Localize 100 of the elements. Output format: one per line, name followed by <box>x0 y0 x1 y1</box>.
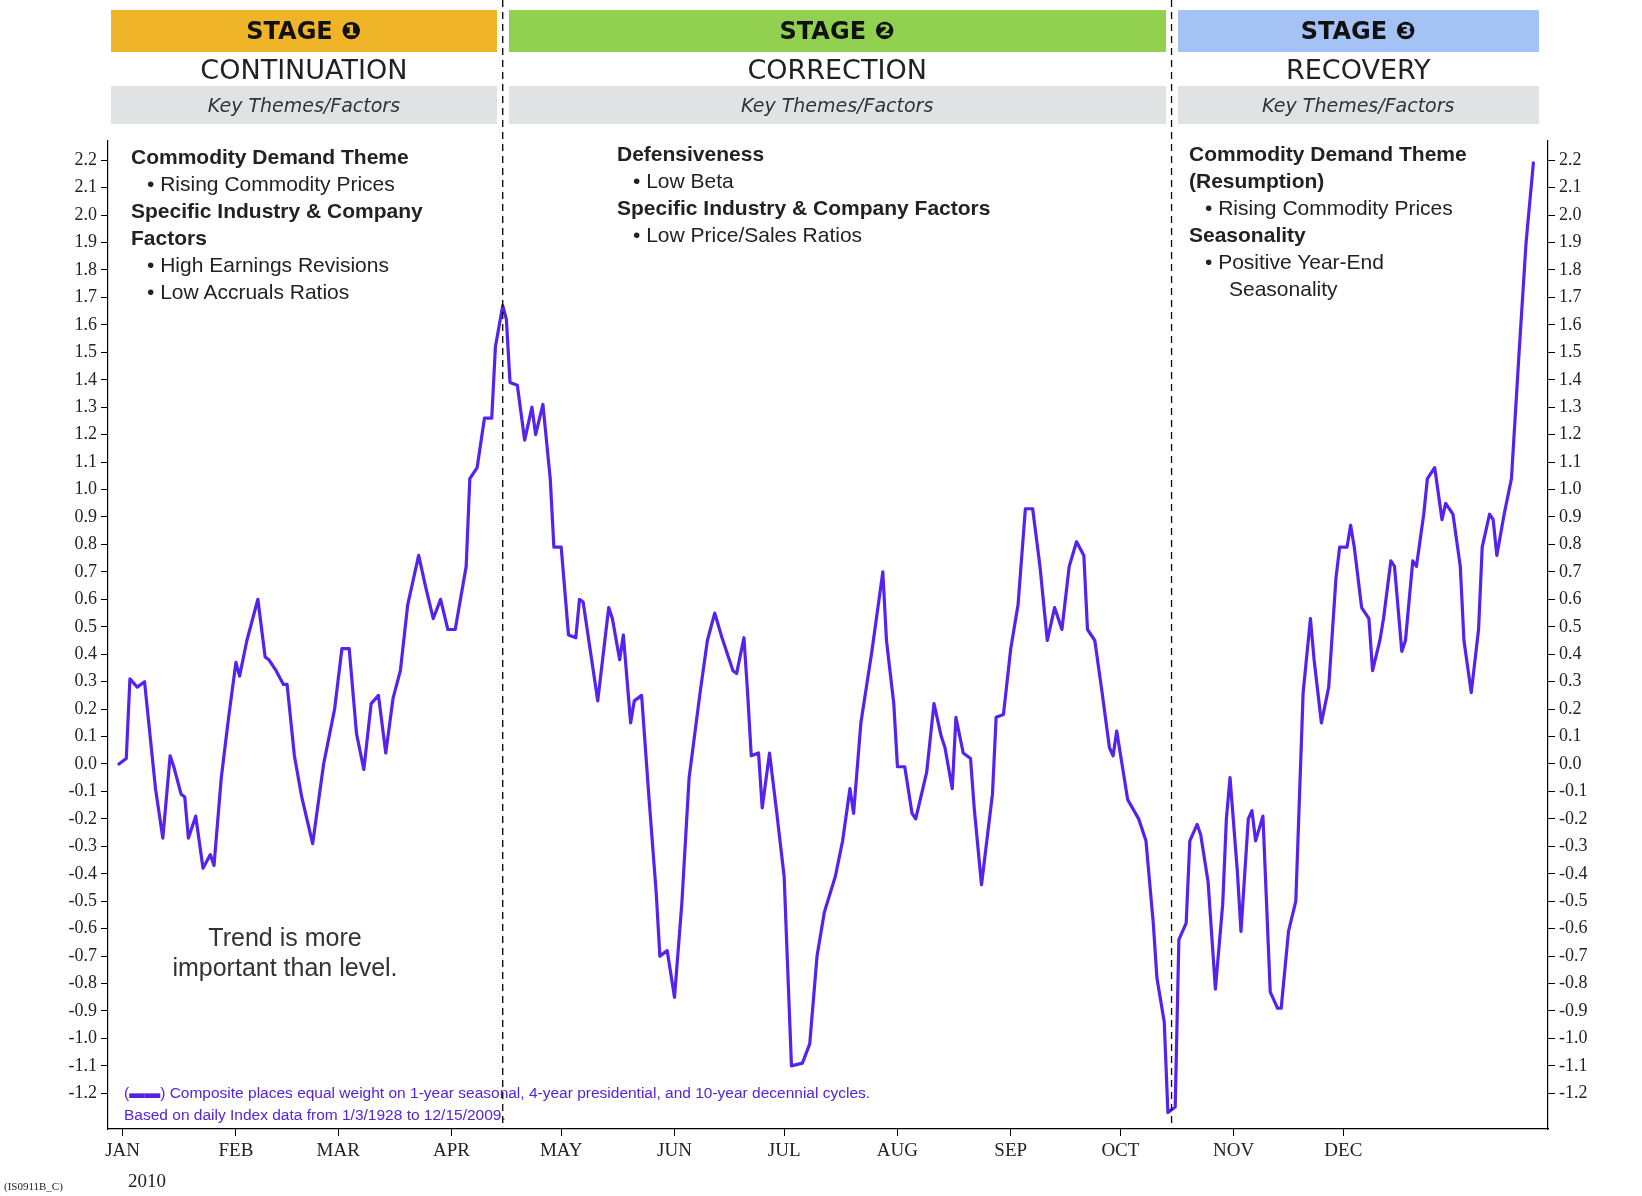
text: CONTINUATION <box>199 53 409 87</box>
annotation: • Rising Commodity Prices <box>146 171 396 197</box>
y-tick-label: 0.1 <box>74 725 97 746</box>
x-tick-label: DEC <box>1324 1139 1363 1161</box>
y2-tick-label: 0.9 <box>1559 505 1582 526</box>
text: STAGE ❶ <box>111 10 497 52</box>
text: Key Themes/Factors <box>111 86 497 124</box>
y2-tick-label: -0.6 <box>1559 917 1588 938</box>
annotation: Seasonality <box>1189 222 1307 248</box>
y-tick-label: 1.5 <box>74 341 97 362</box>
y2-tick-label: 0.1 <box>1559 725 1582 746</box>
y-tick-label: -0.8 <box>68 972 97 993</box>
text: (IS0911B_C) <box>4 1180 63 1192</box>
y2-tick-label: 0.5 <box>1559 615 1582 636</box>
y2-tick-label: 0.8 <box>1559 533 1582 554</box>
y-tick-label: -0.6 <box>68 917 97 938</box>
y-tick-label: -0.7 <box>68 944 97 965</box>
y2-tick-label: -1.2 <box>1559 1082 1588 1103</box>
y2-tick-label: -0.2 <box>1559 807 1588 828</box>
y2-tick-label: -0.4 <box>1559 862 1588 883</box>
y2-tick-label: -1.0 <box>1559 1027 1588 1048</box>
x-tick-label: JUN <box>657 1139 693 1161</box>
y2-tick-label: 1.8 <box>1559 258 1582 279</box>
x-tick-label: MAR <box>316 1139 361 1161</box>
y2-tick-label: 1.4 <box>1559 368 1582 389</box>
text: Key Themes/Factors <box>508 86 1166 124</box>
y2-tick-label: 1.3 <box>1559 395 1582 416</box>
y2-tick-label: 0.4 <box>1559 642 1582 663</box>
y-tick-label: 0.8 <box>74 533 97 554</box>
y-tick-label: 0.2 <box>74 697 97 718</box>
y-tick-label: 2.1 <box>74 176 97 197</box>
annotation: Commodity Demand Theme <box>131 144 410 170</box>
annotation: (▬▬) Composite places equal weight on 1-year seasonal, 4-year presidential, and 10-year decennial cycles. Based on daily Index data from 1/3/1928 to 12/15/2009. <box>124 1083 872 1125</box>
y2-tick-label: 1.1 <box>1559 450 1582 471</box>
y2-tick-label: 0.3 <box>1559 670 1582 691</box>
y-tick-label: -1.0 <box>68 1027 97 1048</box>
annotation: • Rising Commodity Prices <box>1204 195 1454 221</box>
y2-tick-label: 0.0 <box>1559 752 1582 773</box>
y-tick-label: -1.1 <box>68 1054 97 1075</box>
x-tick-label: JAN <box>105 1139 141 1161</box>
y-tick-label: 0.3 <box>74 670 97 691</box>
y2-tick-label: 1.9 <box>1559 231 1582 252</box>
x-tick-label: JUL <box>767 1139 801 1161</box>
y2-tick-label: -0.3 <box>1559 835 1588 856</box>
annotation: Commodity Demand Theme (Resumption) <box>1189 141 1468 194</box>
y-tick-label: -0.9 <box>68 999 97 1020</box>
y-tick-label: -1.2 <box>68 1082 97 1103</box>
y2-tick-label: 2.2 <box>1559 148 1582 169</box>
text: RECOVERY <box>1285 53 1432 87</box>
y-tick-label: -0.3 <box>68 835 97 856</box>
y-tick-label: 1.4 <box>74 368 97 389</box>
y-tick-label: 0.0 <box>74 752 97 773</box>
y2-tick-label: 1.5 <box>1559 341 1582 362</box>
annotation: Specific Industry & Company Factors <box>131 198 424 251</box>
annotation: • Low Accruals Ratios <box>146 279 351 305</box>
y2-tick-label: -0.7 <box>1559 944 1588 965</box>
y2-tick-label: -0.1 <box>1559 780 1588 801</box>
y-tick-label: 1.6 <box>74 313 97 334</box>
x-tick-label: FEB <box>218 1139 254 1161</box>
y2-tick-label: 2.1 <box>1559 176 1582 197</box>
y-tick-label: 1.7 <box>74 286 97 307</box>
y-tick-label: 1.3 <box>74 395 97 416</box>
text: STAGE ❸ <box>1177 10 1539 52</box>
y2-tick-label: 2.0 <box>1559 203 1582 224</box>
y-tick-label: 0.4 <box>74 642 97 663</box>
text: STAGE ❷ <box>508 10 1166 52</box>
y-tick-label: -0.2 <box>68 807 97 828</box>
annotation: • Low Price/Sales Ratios <box>632 222 864 248</box>
y-tick-label: 0.5 <box>74 615 97 636</box>
y-tick-label: 0.6 <box>74 588 97 609</box>
annotation: • Low Beta <box>632 168 735 194</box>
text: CORRECTION <box>746 53 928 87</box>
y2-tick-label: 1.7 <box>1559 286 1582 307</box>
y-tick-label: 1.1 <box>74 450 97 471</box>
y2-tick-label: 1.2 <box>1559 423 1582 444</box>
annotation: • Positive Year-End Seasonality <box>1204 249 1385 302</box>
y2-tick-label: 1.0 <box>1559 478 1582 499</box>
y-tick-label: 2.0 <box>74 203 97 224</box>
y-tick-label: 1.2 <box>74 423 97 444</box>
annotation: Trend is more important than level. <box>171 922 399 982</box>
y-tick-label: -0.1 <box>68 780 97 801</box>
y2-tick-label: -0.8 <box>1559 972 1588 993</box>
y-tick-label: 1.8 <box>74 258 97 279</box>
y-tick-label: -0.5 <box>68 889 97 910</box>
x-tick-label: SEP <box>994 1139 1028 1161</box>
x-tick-label: OCT <box>1101 1139 1140 1161</box>
y-tick-label: -0.4 <box>68 862 97 883</box>
y-tick-label: 1.0 <box>74 478 97 499</box>
y2-tick-label: 1.6 <box>1559 313 1582 334</box>
y2-tick-label: 0.2 <box>1559 697 1582 718</box>
x-tick-label: AUG <box>876 1139 919 1161</box>
text: 2010 <box>128 1170 166 1192</box>
y-tick-label: 2.2 <box>74 148 97 169</box>
annotation: Specific Industry & Company Factors <box>617 195 992 221</box>
y2-tick-label: -0.5 <box>1559 889 1588 910</box>
y2-tick-label: -1.1 <box>1559 1054 1588 1075</box>
x-tick-label: NOV <box>1213 1139 1255 1161</box>
y2-tick-label: 0.7 <box>1559 560 1582 581</box>
y2-tick-label: 0.6 <box>1559 588 1582 609</box>
y2-tick-label: -0.9 <box>1559 999 1588 1020</box>
